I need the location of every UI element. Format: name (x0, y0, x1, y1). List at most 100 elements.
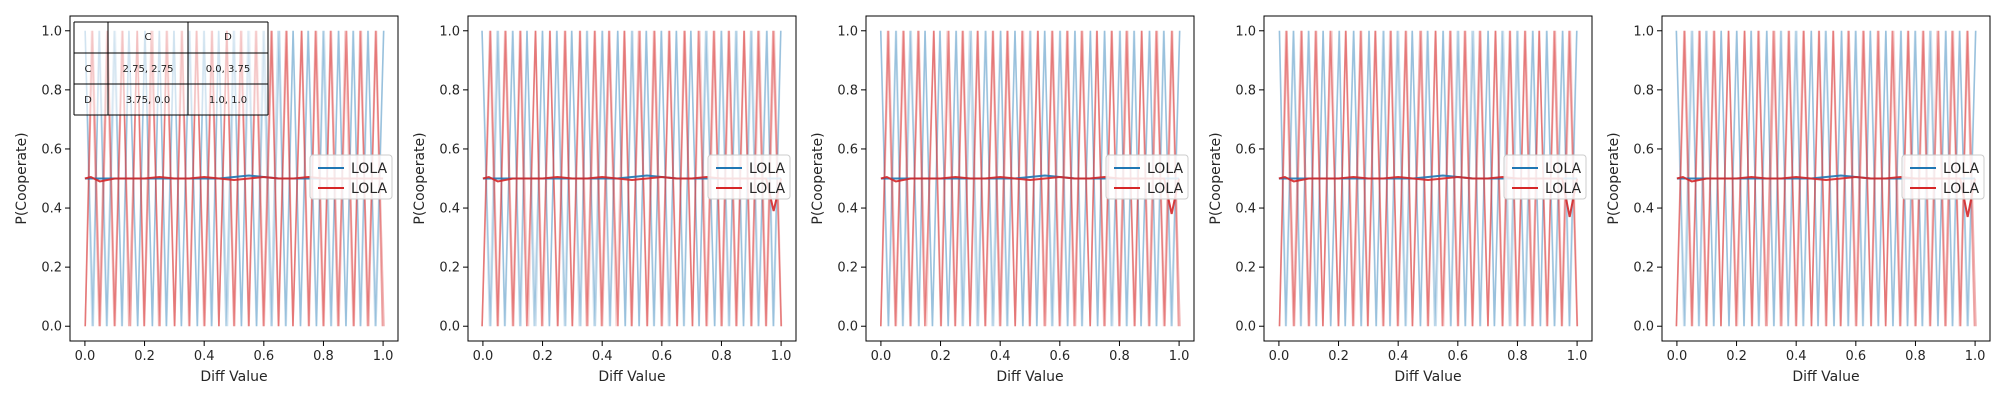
x-tick-label: 0.2 (532, 349, 553, 364)
table-cell: 0.0, 3.75 (206, 64, 251, 75)
run-trace (1675, 30, 1976, 327)
plot-frame (69, 15, 399, 342)
y-tick-label: 0.8 (439, 83, 460, 98)
x-tick-label: 0.6 (1447, 349, 1468, 364)
x-tick-label: 1.0 (1567, 349, 1588, 364)
y-tick-label: 0.4 (837, 202, 858, 217)
run-trace (879, 30, 1181, 327)
y-tick-label: 0.6 (1235, 142, 1256, 157)
legend-label: LOLA (749, 181, 785, 197)
x-tick-label: 0.2 (1328, 349, 1349, 364)
y-tick-label: 0.4 (439, 202, 460, 217)
x-tick-label: 0.2 (930, 349, 951, 364)
legend-label: LOLA (351, 161, 387, 177)
chart-panel-4: 0.0 0.2 0.4 0.6 0.8 1.0 0.0 0.2 0.4 0.6 0.8 1.0 Diff… (1208, 15, 1593, 385)
legend: LOLA LOLA (309, 154, 393, 200)
run-trace (84, 30, 384, 327)
x-tick-label: 0.0 (473, 349, 494, 364)
table-cell: 2.75, 2.75 (123, 64, 174, 75)
table-col-header: C (145, 32, 152, 43)
chart-panel-2: 0.0 0.2 0.4 0.6 0.8 1.0 0.0 0.2 0.4 0.6 0.8 1.0 Diff… (412, 15, 797, 385)
table-row-header: C (85, 64, 92, 75)
chart-panel-1: 0.0 0.2 0.4 0.6 0.8 1.0 0.0 0.2 0.4 0.6 0.8 1.0 Diff… (14, 15, 399, 385)
x-tick-label: 1.0 (373, 349, 394, 364)
y-tick-label: 0.0 (837, 320, 858, 335)
run-trace (879, 30, 1181, 327)
y-tick-label: 1.0 (1235, 24, 1256, 39)
x-tick-label: 0.6 (1845, 349, 1866, 364)
y-tick-label: 0.0 (439, 320, 460, 335)
legend-label: LOLA (1147, 161, 1183, 177)
y-tick-label: 0.8 (837, 83, 858, 98)
run-trace (1278, 30, 1578, 327)
x-tick-label: 0.6 (1049, 349, 1070, 364)
y-tick-label: 0.8 (1633, 83, 1654, 98)
y-axis-label: P(Cooperate) (14, 132, 30, 224)
y-tick-label: 0.2 (41, 261, 62, 276)
y-tick-label: 0.4 (41, 202, 62, 217)
y-tick-label: 0.6 (1633, 142, 1654, 157)
x-tick-label: 0.0 (1667, 349, 1688, 364)
run-trace (1675, 30, 1977, 327)
plot-frame (1661, 15, 1991, 342)
x-tick-label: 0.4 (990, 349, 1011, 364)
x-tick-label: 0.6 (651, 349, 672, 364)
legend-label: LOLA (1943, 161, 1979, 177)
legend: LOLA LOLA (707, 154, 791, 200)
y-tick-label: 0.6 (439, 142, 460, 157)
x-axis-label: Diff Value (996, 369, 1063, 385)
x-axis-label: Diff Value (1394, 369, 1461, 385)
table-col-header: D (224, 32, 232, 43)
x-tick-label: 1.0 (1169, 349, 1190, 364)
y-axis-label: P(Cooperate) (1208, 132, 1224, 224)
run-trace (1278, 30, 1579, 327)
legend-label: LOLA (1943, 181, 1979, 197)
x-tick-label: 0.4 (1786, 349, 1807, 364)
y-tick-label: 1.0 (837, 24, 858, 39)
y-tick-label: 0.0 (1633, 320, 1654, 335)
x-tick-label: 0.8 (1507, 349, 1528, 364)
run-trace (880, 30, 1180, 327)
x-tick-label: 0.4 (1388, 349, 1409, 364)
legend-label: LOLA (749, 161, 785, 177)
run-trace (1675, 30, 1976, 327)
y-tick-label: 0.4 (1235, 202, 1256, 217)
y-tick-label: 1.0 (1633, 24, 1654, 39)
legend: LOLA LOLA (1105, 154, 1189, 200)
y-tick-label: 0.8 (41, 83, 62, 98)
x-tick-label: 0.8 (313, 349, 334, 364)
y-tick-label: 0.2 (837, 261, 858, 276)
legend-label: LOLA (1147, 181, 1183, 197)
run-traces (1675, 30, 1977, 327)
x-tick-label: 0.2 (134, 349, 155, 364)
y-tick-label: 1.0 (439, 24, 460, 39)
y-axis-label: P(Cooperate) (810, 132, 826, 224)
run-trace (481, 30, 782, 327)
x-tick-label: 0.0 (1269, 349, 1290, 364)
run-trace (1278, 30, 1578, 327)
run-trace (1278, 30, 1578, 327)
table-cell: 3.75, 0.0 (126, 95, 171, 106)
x-tick-label: 0.8 (1905, 349, 1926, 364)
x-tick-label: 0.8 (1109, 349, 1130, 364)
plot-frame (865, 15, 1195, 342)
x-tick-label: 0.4 (592, 349, 613, 364)
x-tick-label: 1.0 (771, 349, 792, 364)
y-tick-label: 0.2 (1235, 261, 1256, 276)
run-trace (1278, 30, 1579, 327)
table-row-header: D (84, 95, 92, 106)
y-tick-label: 0.6 (41, 142, 62, 157)
run-trace (880, 30, 1180, 327)
run-trace (481, 30, 782, 327)
y-axis-label: P(Cooperate) (1606, 132, 1622, 224)
legend-label: LOLA (1545, 181, 1581, 197)
x-axis-label: Diff Value (598, 369, 665, 385)
payoff-table: C D C 2.75, 2.75 0.0, 3.75 D 3.75, 0.0 1.0, 1.0 (73, 21, 269, 116)
chart-panel-5: 0.0 0.2 0.4 0.6 0.8 1.0 0.0 0.2 0.4 0.6 0.8 1.0 Diff… (1606, 15, 1991, 385)
x-tick-label: 0.0 (871, 349, 892, 364)
run-trace (84, 30, 384, 327)
legend: LOLA LOLA (1901, 154, 1985, 200)
run-traces (1278, 30, 1579, 327)
run-trace (481, 30, 783, 327)
x-tick-label: 0.2 (1726, 349, 1747, 364)
